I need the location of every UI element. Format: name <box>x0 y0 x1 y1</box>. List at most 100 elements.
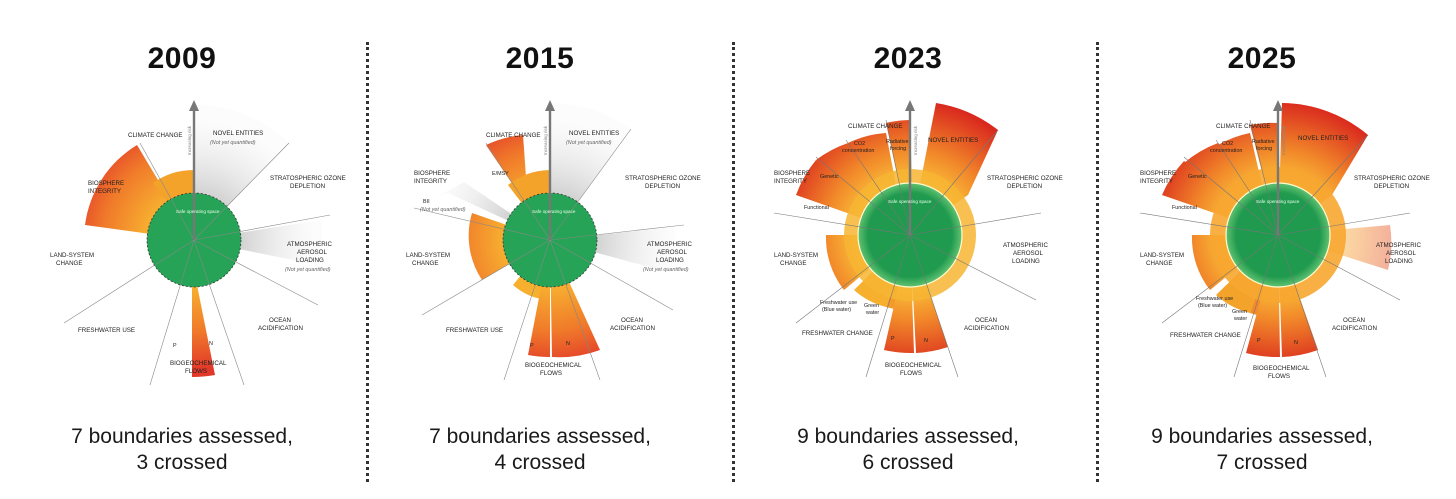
label-ocean-1: OCEAN <box>975 317 997 324</box>
panel-2023: 2023 <box>736 0 1100 499</box>
label-land-system-2: CHANGE <box>56 260 82 267</box>
label-co2: CO2 <box>1222 141 1233 147</box>
label-aerosol-3: LOADING <box>296 257 324 264</box>
label-radiative: Radiative <box>1252 139 1274 145</box>
label-ozone-2: DEPLETION <box>1374 183 1409 190</box>
label-biogeochemical-1: BIOGEOCHEMICAL <box>170 360 227 367</box>
note-aerosol: (Not yet quantified) <box>285 267 331 273</box>
label-freshwater-use: FRESHWATER USE <box>446 327 503 334</box>
label-biogeochemical-1: BIOGEOCHEMICAL <box>885 362 942 369</box>
label-functional: Functional <box>804 205 829 211</box>
label-novel-entities: NOVEL ENTITIES <box>928 137 978 144</box>
label-aerosol-3: LOADING <box>1012 258 1040 265</box>
caption-line-1: 7 boundaries assessed, <box>429 425 651 448</box>
label-biogeochemical-2: FLOWS <box>540 370 562 377</box>
label-novel-entities: NOVEL ENTITIES <box>569 130 619 137</box>
label-phosphorus: P <box>891 336 895 342</box>
label-biosphere-1: BIOSPHERE <box>1140 170 1176 177</box>
label-climate-change: CLIMATE CHANGE <box>848 123 903 130</box>
note-novel-entities: (Not yet quantified) <box>210 140 256 146</box>
label-biogeochemical-1: BIOGEOCHEMICAL <box>1253 365 1310 372</box>
arrow-label: Increasing risk <box>913 125 918 155</box>
safe-operating-space-label: Safe operating space <box>888 199 932 204</box>
arrow-head <box>905 100 915 111</box>
label-phosphorus: P <box>530 343 534 349</box>
caption: 7 boundaries assessed, 4 crossed <box>358 424 722 476</box>
label-genetic: Genetic <box>1188 174 1207 180</box>
label-nitrogen: N <box>209 341 213 347</box>
label-forcing: forcing <box>1256 146 1272 152</box>
label-green: Green <box>1232 309 1247 315</box>
note-bii: (Not yet quantified) <box>420 207 466 213</box>
label-forcing: forcing <box>890 146 906 152</box>
label-land-system-1: LAND-SYSTEM <box>50 252 94 259</box>
label-aerosol-2: AEROSOL <box>297 249 327 256</box>
divider <box>732 42 735 482</box>
label-biosphere-1: BIOSPHERE <box>774 170 810 177</box>
divider <box>1096 42 1099 482</box>
arrow-head <box>1273 100 1283 111</box>
label-land-system-1: LAND-SYSTEM <box>406 252 450 259</box>
label-biogeochemical-2: FLOWS <box>185 368 207 375</box>
label-land-system-2: CHANGE <box>412 260 438 267</box>
label-nitrogen: N <box>1294 340 1298 346</box>
label-ocean-1: OCEAN <box>621 317 643 324</box>
label-aerosol-2: AEROSOL <box>1013 250 1043 257</box>
label-aerosol-1: ATMOSPHERIC <box>647 241 692 248</box>
caption-line-1: 7 boundaries assessed, <box>71 425 293 448</box>
arrow-label: Increasing risk <box>1281 125 1286 155</box>
caption-line-2: 3 crossed <box>136 451 228 474</box>
label-bii: BII <box>423 199 430 205</box>
aerosol-wedge <box>194 220 322 265</box>
year-title: 2023 <box>873 42 943 75</box>
label-water: water <box>865 310 879 316</box>
label-freshwater-use: FRESHWATER USE <box>78 327 135 334</box>
label-ozone-1: STRATOSPHERIC OZONE <box>270 175 346 182</box>
label-aerosol-2: AEROSOL <box>1386 250 1416 257</box>
panel-2025: 2025 <box>1100 0 1456 499</box>
label-ocean-2: ACIDIFICATION <box>258 325 303 332</box>
label-biosphere-2: INTEGRITY <box>88 188 121 195</box>
planetary-boundaries-wheel: Increasing risk Safe operating space CLI… <box>1139 100 1430 380</box>
label-climate-change: CLIMATE CHANGE <box>486 132 541 139</box>
planetary-boundaries-wheel: Increasing risk Safe operating space CLI… <box>406 100 701 381</box>
year-title: 2025 <box>1227 42 1297 75</box>
arrow-head <box>545 100 555 111</box>
label-freshwater-change: FRESHWATER CHANGE <box>802 330 873 337</box>
planetary-boundaries-wheel: Increasing risk Safe operating space CLI… <box>773 100 1063 378</box>
label-biosphere-2: INTEGRITY <box>1140 178 1173 185</box>
label-radiative: Radiative <box>886 139 908 145</box>
label-ozone-2: DEPLETION <box>1007 183 1042 190</box>
label-ocean-2: ACIDIFICATION <box>964 325 1009 332</box>
label-aerosol-3: LOADING <box>656 257 684 264</box>
spokes <box>1139 103 1411 378</box>
caption-line-1: 9 boundaries assessed, <box>1151 425 1373 448</box>
label-emsy: E/MSY <box>492 171 509 177</box>
label-green: Green <box>864 303 879 309</box>
arrow-label: Increasing risk <box>543 125 548 155</box>
arrow-label: Increasing risk <box>187 125 192 155</box>
caption-line-2: 4 crossed <box>494 451 586 474</box>
label-climate-change: CLIMATE CHANGE <box>1216 123 1271 130</box>
safe-operating-space-label: Safe operating space <box>1256 199 1300 204</box>
label-ozone-1: STRATOSPHERIC OZONE <box>1354 175 1430 182</box>
caption: 9 boundaries assessed, 6 crossed <box>726 424 1090 476</box>
label-nitrogen: N <box>566 341 570 347</box>
note-novel-entities: (Not yet quantified) <box>566 140 612 146</box>
year-title: 2009 <box>147 42 217 75</box>
label-aerosol-1: ATMOSPHERIC <box>1376 242 1421 249</box>
label-biosphere-1: BIOSPHERE <box>414 170 450 177</box>
label-freshwater-use: Freshwater use <box>820 300 857 306</box>
label-ocean-2: ACIDIFICATION <box>1332 325 1377 332</box>
label-ocean-2: ACIDIFICATION <box>610 325 655 332</box>
label-biogeochemical-1: BIOGEOCHEMICAL <box>525 362 582 369</box>
label-novel-entities: NOVEL ENTITIES <box>1298 135 1348 142</box>
label-biogeochemical-2: FLOWS <box>900 370 922 377</box>
caption-line-1: 9 boundaries assessed, <box>797 425 1019 448</box>
arrow-head <box>189 100 199 111</box>
label-aerosol-3: LOADING <box>1385 258 1413 265</box>
panel-2009: 2009 <box>0 0 364 499</box>
label-land-system-2: CHANGE <box>1146 260 1172 267</box>
safe-operating-space-label: Safe operating space <box>532 209 576 214</box>
label-blue-water: (Blue water) <box>822 307 851 313</box>
